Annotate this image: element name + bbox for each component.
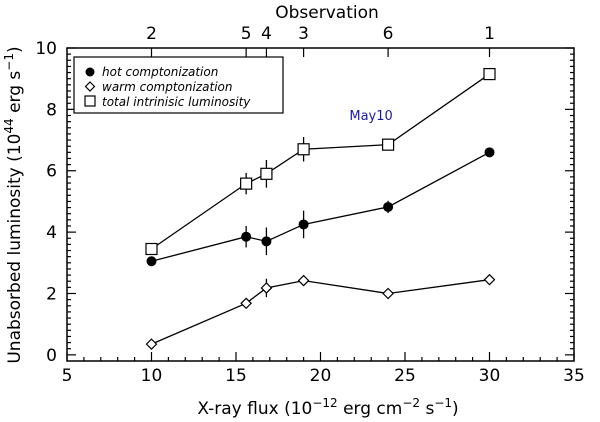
data-point (483, 67, 496, 81)
legend-marker-total (84, 95, 96, 107)
series-line (151, 279, 490, 345)
data-point (240, 297, 252, 310)
top-tick-label: 1 (484, 24, 495, 44)
x-axis-title: X-ray flux (10−12 erg cm−2 s−1) (197, 396, 458, 419)
x-tick-label: 30 (479, 366, 501, 386)
legend-box (73, 56, 284, 114)
y-axis-title-exponent: −1 (2, 53, 16, 71)
x-axis-title-part: ) (452, 399, 459, 419)
x-axis-title-exponent: −2 (402, 396, 420, 410)
series-line (151, 73, 490, 250)
y-tick-label: 8 (46, 100, 57, 120)
x-axis-title-part: s (420, 399, 434, 419)
legend-label-total: total intrinisic luminosity (102, 95, 251, 109)
top-tick-label: 6 (383, 24, 394, 44)
y-axis-title: Unabsorbed luminosity (1044 erg s−1) (2, 46, 25, 363)
legend-marker-hot (85, 67, 95, 77)
data-point (240, 177, 253, 190)
data-point (483, 273, 496, 286)
x-tick-label: 20 (310, 366, 332, 386)
data-point (145, 338, 158, 350)
data-point (382, 138, 395, 151)
x-tick-label: 35 (563, 366, 585, 386)
y-axis-title-part: ) (5, 46, 25, 53)
y-axis-title-exponent: 44 (2, 118, 16, 133)
data-point (145, 242, 158, 256)
x-tick-label: 15 (225, 366, 247, 386)
top-tick-label: 2 (146, 24, 157, 44)
y-axis: 0 2 4 6 8 10 (35, 39, 574, 366)
x-axis-title-exponent: −1 (434, 396, 452, 410)
data-point (146, 256, 157, 267)
x-axis-title-part: X-ray flux (10 (197, 399, 312, 419)
data-point (383, 201, 394, 212)
series-line (151, 151, 490, 262)
y-tick-label: 2 (46, 284, 57, 304)
data-point (382, 287, 394, 300)
x-axis-title-exponent: −12 (312, 396, 337, 410)
top-tick-label: 4 (261, 24, 272, 44)
top-axis-title: Observation (275, 3, 379, 23)
y-tick-label: 4 (46, 223, 57, 243)
top-tick-label: 3 (298, 24, 309, 44)
y-axis-title-part: erg s (5, 71, 25, 119)
y-axis-title-part: Unabsorbed luminosity (10 (5, 134, 25, 364)
y-tick-label: 6 (46, 162, 57, 182)
data-point (260, 282, 273, 294)
data-point (260, 167, 273, 180)
data-point (298, 219, 309, 230)
y-tick-label: 10 (35, 39, 57, 59)
legend: hot comptonization warm comptonization t… (73, 56, 284, 114)
data-point (484, 147, 495, 158)
x-tick-label: 10 (141, 366, 163, 386)
data-point (261, 236, 272, 247)
series-layer (145, 67, 496, 350)
annotation-may10: May10 (349, 109, 392, 124)
x-tick-label: 25 (394, 366, 416, 386)
legend-marker-warm (84, 81, 96, 92)
top-tick-label: 5 (241, 24, 252, 44)
legend-label-hot: hot comptonization (102, 65, 218, 79)
x-axis: 5 10 15 20 25 30 35 (62, 352, 585, 386)
y-tick-label: 0 (46, 346, 57, 366)
data-point (297, 143, 310, 156)
legend-label-warm: warm comptonization (102, 80, 232, 94)
data-point (241, 231, 252, 242)
x-tick-label: 5 (62, 366, 73, 386)
data-point (297, 274, 310, 287)
x-axis-title-part: erg cm (338, 399, 403, 419)
